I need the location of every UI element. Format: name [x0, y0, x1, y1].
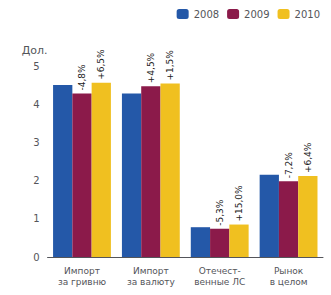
svg-text:+6,5%: +6,5% [96, 49, 106, 80]
svg-text:2010: 2010 [295, 9, 320, 20]
svg-text:за гривню: за гривню [58, 277, 107, 287]
svg-text:Отечест-: Отечест- [199, 266, 241, 276]
svg-text:-5,3%: -5,3% [215, 199, 225, 226]
svg-text:венные ЛС: венные ЛС [194, 277, 245, 287]
svg-text:2: 2 [33, 175, 39, 186]
svg-text:+6,4%: +6,4% [303, 142, 313, 173]
svg-text:0: 0 [33, 252, 39, 263]
svg-text:+4,5%: +4,5% [146, 52, 156, 83]
svg-text:-7,2%: -7,2% [284, 152, 294, 179]
svg-text:1: 1 [33, 213, 39, 224]
svg-text:+1,5%: +1,5% [165, 50, 175, 81]
svg-text:+15,0%: +15,0% [234, 185, 244, 222]
svg-text:за валюту: за валюту [127, 277, 176, 287]
svg-text:Рынок: Рынок [274, 266, 304, 276]
svg-text:Дол.: Дол. [22, 44, 48, 57]
svg-text:-4,8%: -4,8% [77, 64, 87, 91]
svg-text:2008: 2008 [194, 9, 219, 20]
svg-text:2009: 2009 [244, 9, 269, 20]
svg-text:3: 3 [33, 137, 39, 148]
svg-text:4: 4 [33, 99, 39, 110]
svg-text:Импорт: Импорт [64, 266, 100, 276]
svg-text:Импорт: Импорт [133, 266, 169, 276]
svg-text:5: 5 [33, 61, 39, 72]
svg-text:в целом: в целом [270, 277, 308, 287]
